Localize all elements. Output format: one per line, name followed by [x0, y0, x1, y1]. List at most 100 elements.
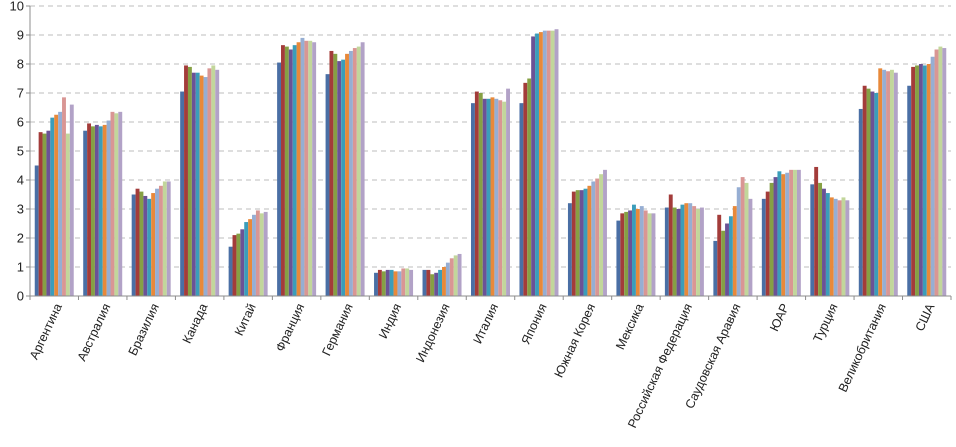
bar [519, 103, 524, 297]
bar [845, 200, 850, 296]
bar [288, 49, 293, 296]
bar [761, 198, 766, 296]
bar [579, 190, 584, 296]
bar [199, 75, 204, 296]
bar [810, 184, 815, 296]
bar [546, 30, 551, 297]
bar [583, 188, 588, 296]
bar [296, 42, 301, 296]
bar [255, 210, 260, 296]
bar [409, 269, 414, 296]
bars [34, 29, 947, 297]
bar [281, 45, 285, 297]
bar [69, 104, 74, 296]
bar [575, 190, 580, 296]
bar [252, 214, 256, 296]
y-tick-label: 2 [17, 231, 24, 246]
bar [915, 65, 919, 296]
bar [550, 30, 555, 297]
bar [191, 72, 196, 296]
bar [748, 198, 753, 296]
bar [147, 198, 152, 296]
bar [651, 213, 656, 296]
bar [725, 223, 729, 296]
bar [696, 209, 700, 296]
bar [818, 182, 823, 296]
bar [502, 101, 507, 296]
bar [736, 187, 741, 296]
bar [926, 64, 931, 296]
bar [506, 88, 510, 297]
bar [591, 181, 596, 296]
bar [325, 74, 330, 297]
bar [858, 108, 863, 296]
bar [401, 268, 406, 296]
y-axis-tick-labels: 0 1 2 3 4 5 6 7 8 9 10 [10, 0, 24, 304]
bar [740, 177, 745, 296]
bar [732, 206, 737, 296]
bar [102, 124, 107, 297]
bar [308, 40, 313, 296]
bar [337, 61, 342, 296]
bar [300, 37, 305, 297]
bar [744, 182, 749, 296]
bar [34, 165, 39, 296]
bar [98, 126, 103, 296]
bar [672, 207, 677, 296]
bar [422, 269, 427, 296]
bar [110, 111, 115, 296]
bar [393, 271, 398, 296]
bar [535, 33, 539, 297]
bar [166, 181, 171, 296]
bar [449, 258, 454, 296]
bar [942, 48, 947, 296]
bar [304, 40, 309, 296]
bar [397, 271, 402, 296]
bar [312, 42, 317, 296]
bar [603, 169, 607, 296]
bar [471, 103, 475, 297]
bar [377, 269, 382, 296]
bar [777, 171, 782, 296]
bar [523, 82, 528, 296]
bar [889, 69, 894, 296]
bar [721, 230, 726, 296]
y-tick-label: 5 [17, 144, 24, 159]
x-category-label: США [913, 301, 938, 334]
bar [83, 130, 88, 296]
bar [874, 93, 879, 296]
bar [829, 197, 834, 296]
bar [42, 133, 47, 296]
bar [381, 271, 386, 296]
bar [118, 111, 123, 296]
bar [554, 29, 559, 296]
x-axis-category-labels: Аргентина Австралия Бразилия Канада Китай Фра… [27, 301, 938, 430]
bar [445, 262, 450, 296]
bar [263, 211, 268, 296]
x-category-label: ЮАР [767, 301, 792, 333]
bar [478, 93, 483, 296]
bar [292, 45, 297, 297]
bar [620, 213, 625, 296]
bar [699, 207, 704, 296]
bar [587, 185, 592, 296]
bar [162, 181, 167, 296]
bar [781, 174, 786, 296]
bar [442, 267, 446, 296]
bar [54, 114, 59, 296]
bar [490, 97, 495, 296]
x-category-label: Саудовская Аравия [683, 301, 744, 411]
bar [151, 193, 156, 296]
bar [333, 53, 338, 296]
bar [882, 69, 887, 296]
bar [244, 222, 249, 296]
bar [259, 213, 264, 296]
bar [595, 178, 600, 296]
bar [405, 268, 410, 296]
bar [46, 130, 51, 296]
bar [203, 77, 208, 296]
bar [599, 174, 604, 296]
bar [886, 71, 890, 296]
bar [184, 65, 188, 296]
